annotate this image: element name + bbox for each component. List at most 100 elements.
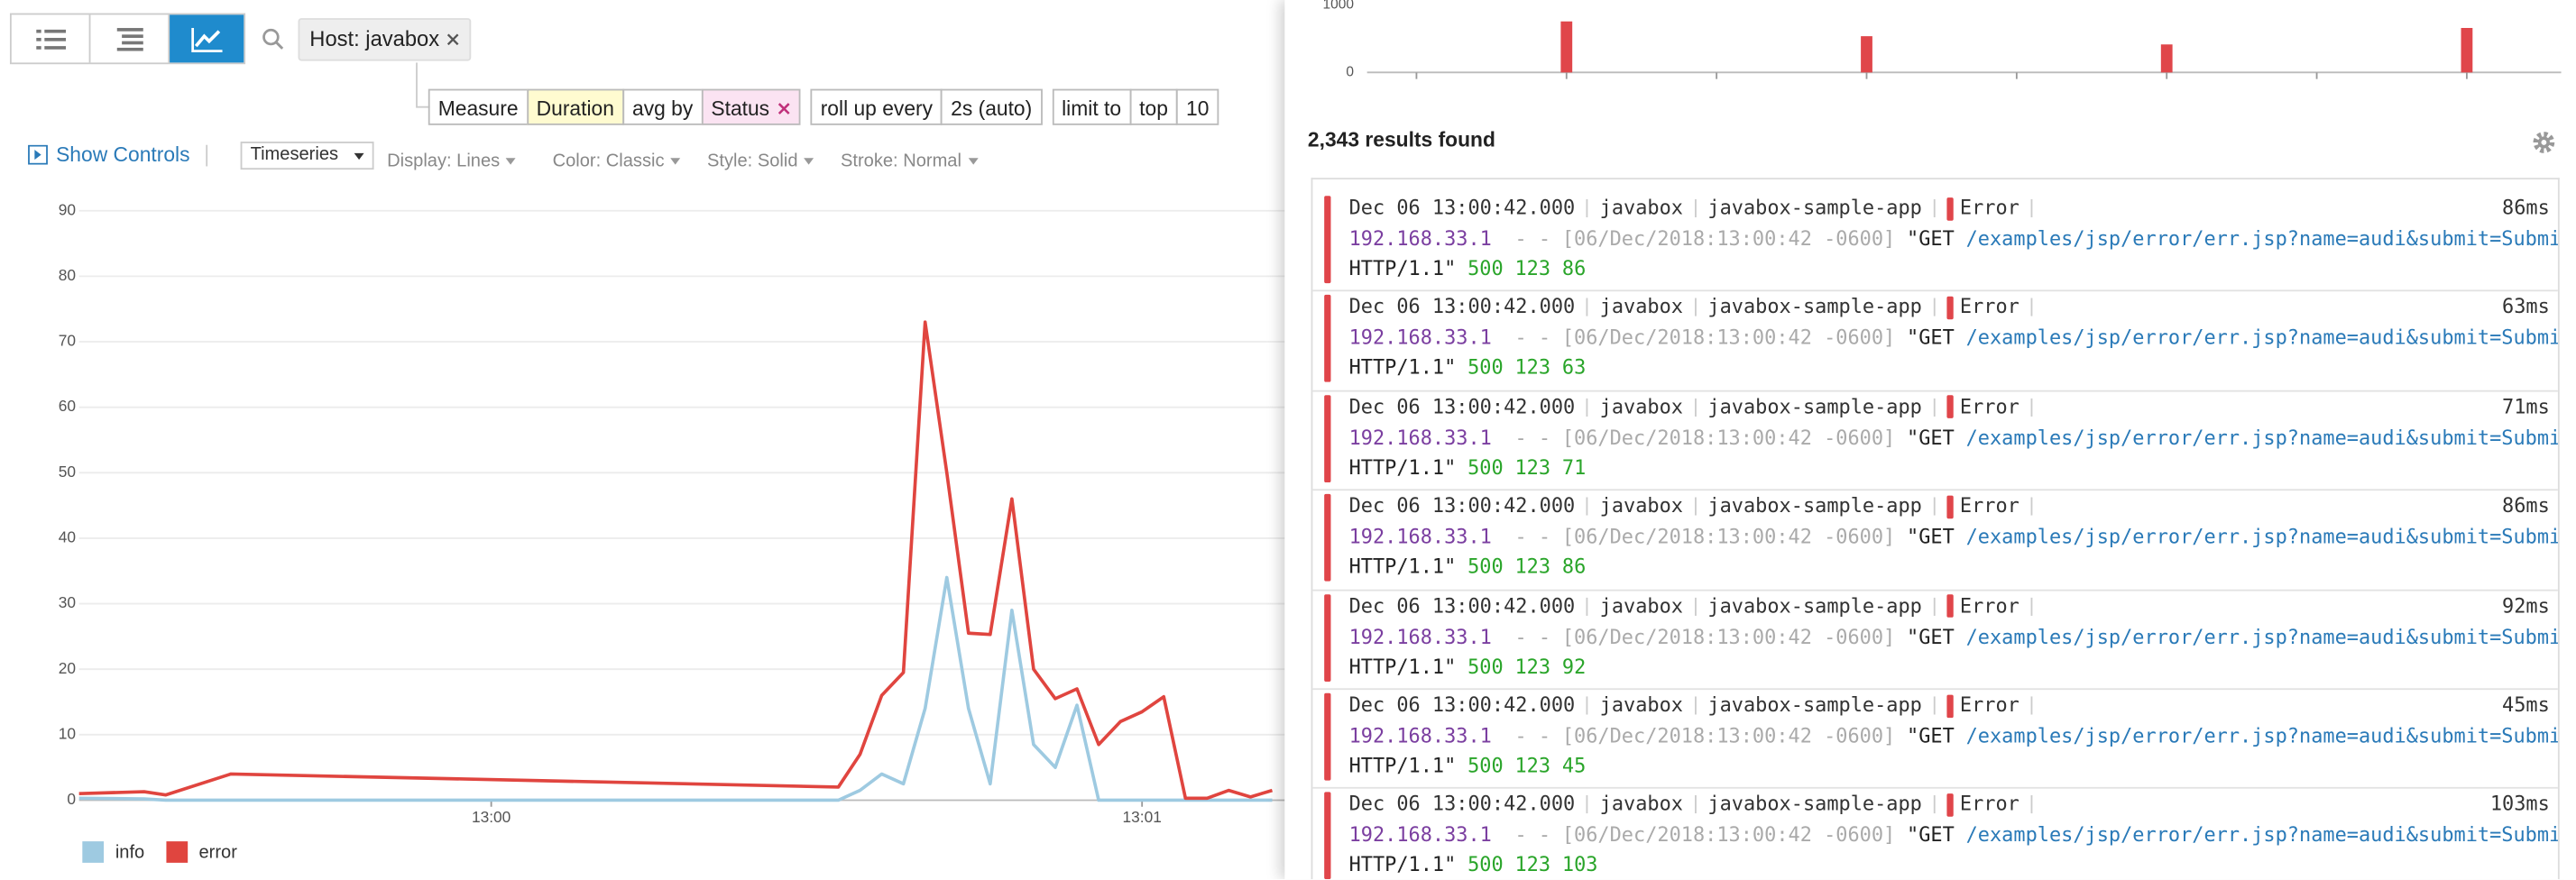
log-row[interactable]: Dec 06 13:00:42.000 javabox javabox-sample… [1312,292,2560,392]
log-path[interactable]: /examples/jsp/error/err.jsp?name=audi&su… [1965,625,2560,648]
pattern-icon [115,27,143,50]
log-duration: 86ms [2501,494,2550,518]
log-line: 192.168.33.1 - - [06/Dec/2018:13:00:42 -06… [1348,724,2560,748]
log-protocol: HTTP/1.1" [1348,655,1457,678]
search-icon [262,28,284,50]
separator [1694,198,1697,218]
query-limit-label[interactable]: limit to [1052,88,1132,125]
show-controls[interactable]: Show Controls [28,142,190,167]
log-method: "GET [1907,227,1955,251]
control-stroke[interactable]: Stroke: Normal [841,151,979,171]
log-time: 103 [1561,853,1598,877]
log-path[interactable]: /examples/jsp/error/err.jsp?name=audi&su… [1965,227,2560,251]
search-tag[interactable]: Host: javabox [298,18,471,61]
log-row[interactable]: Dec 06 13:00:42.000 javabox javabox-sample… [1312,491,2558,591]
log-time: 86 [1561,555,1587,579]
log-host: javabox [1599,692,1684,717]
log-line: Dec 06 13:00:42.000 javabox javabox-sample… [1349,692,2045,718]
analytics-view-button[interactable] [170,14,244,63]
separator [1694,497,1697,516]
log-ip: 192.168.33.1 [1348,625,1492,648]
log-date: Dec 06 13:00:42.000 [1348,494,1576,518]
caret [354,152,364,160]
status-marker [1946,296,1954,320]
control-display[interactable]: Display: Lines [387,151,517,171]
log-path[interactable]: /examples/jsp/error/err.jsp?name=audi&su… [1965,326,2560,350]
log-ident: - - [1514,625,1551,648]
query-limit-dir[interactable]: top [1129,88,1178,125]
query-rollup[interactable]: 2s (auto) [941,88,1043,125]
log-row[interactable]: Dec 06 13:00:42.000 javabox javabox-sample… [1312,391,2560,491]
separator [1587,298,1588,317]
log-line: Dec 06 13:00:42.000 javabox javabox-sample… [1349,295,2045,320]
log-path[interactable]: /examples/jsp/error/err.jsp?name=audi&su… [1965,823,2560,848]
log-date: Dec 06 13:00:42.000 [1348,196,1576,219]
log-protocol: HTTP/1.1" [1348,356,1457,380]
log-size: 123 [1514,754,1551,777]
divider [206,144,208,167]
log-line: HTTP/1.1" 500 123 71 [1349,455,1587,479]
query-group[interactable]: Status [701,88,801,125]
status-marker [1946,395,1954,419]
control-text: Color: Classic [552,151,665,171]
log-row[interactable]: Dec 06 13:00:42.000 javabox javabox-sample… [1312,690,2560,790]
log-ident: - - [1514,227,1551,251]
log-ident: - - [1514,525,1551,549]
log-line: 192.168.33.1 - - [06/Dec/2018:13:00:42 -06… [1348,625,2560,648]
log-service: javabox-sample-app [1707,494,1922,518]
separator [1587,398,1588,417]
log-duration: 86ms [2501,196,2550,219]
query-measure[interactable]: Duration [526,88,624,125]
log-path[interactable]: /examples/jsp/error/err.jsp?name=audi&su… [1965,426,2560,450]
separator [1694,398,1697,417]
y-tick-label: 60 [59,397,76,415]
query-limit[interactable]: 10 [1176,88,1219,125]
log-date: Dec 06 13:00:42.000 [1348,394,1576,418]
separator [2030,497,2033,516]
log-row[interactable]: Dec 06 13:00:42.000 javabox javabox-sample… [1312,193,2558,292]
log-date: Dec 06 13:00:42.000 [1348,593,1576,618]
log-ip: 192.168.33.1 [1348,724,1492,748]
log-timestamp: [06/Dec/2018:13:00:42 -0600] [1561,326,1896,350]
query-rollup-label[interactable]: roll up every [810,88,943,125]
remove-icon[interactable] [777,102,791,115]
show-controls-text: Show Controls [56,142,190,167]
viz-select-text: Timeseries [250,144,339,165]
series-line [78,320,1274,801]
control-style[interactable]: Style: Solid [707,151,814,171]
log-row[interactable]: Dec 06 13:00:42.000 javabox javabox-sample… [1312,591,2560,691]
log-row[interactable]: Dec 06 13:00:42.000 javabox javabox-sample… [1312,789,2560,880]
query-measure-label[interactable]: Measure [428,88,529,125]
log-duration: 63ms [2501,295,2550,319]
status-bar [1324,196,1331,284]
log-path[interactable]: /examples/jsp/error/err.jsp?name=audi&su… [1965,724,2560,748]
log-time: 92 [1561,655,1587,678]
legend: info error [82,841,258,863]
viz-select[interactable]: Timeseries [240,142,374,170]
log-line: HTTP/1.1" 500 123 63 [1349,356,1587,380]
query-text: Status [711,96,770,121]
log-line: Dec 06 13:00:42.000 javabox javabox-sample… [1348,593,2045,618]
log-timestamp: [06/Dec/2018:13:00:42 -0600] [1561,724,1896,748]
list-view-button[interactable] [12,14,91,63]
legend-item[interactable]: error [165,841,237,863]
x-tick-label: 13:01 [1122,808,1161,826]
y-tick-label: 50 [59,463,76,481]
settings-icon[interactable] [2532,130,2556,154]
status-marker [1946,594,1954,618]
timeseries-chart: 0 10 20 30 40 50 60 70 80 90 13:00 13:01 [59,200,1285,826]
log-host: javabox [1599,593,1684,618]
log-protocol: HTTP/1.1" [1348,455,1457,480]
remove-icon[interactable] [446,33,459,47]
pattern-view-button[interactable] [90,14,170,63]
chart-icon [190,27,222,52]
query-agg-label[interactable]: avg by [622,88,704,125]
search-tag-text: Host: javabox [309,26,440,51]
control-color[interactable]: Color: Classic [553,151,681,171]
legend-item[interactable]: info [82,841,144,863]
status-marker [1946,793,1954,817]
log-service: javabox-sample-app [1707,295,1922,319]
log-status: Error [1959,295,2019,319]
log-path[interactable]: /examples/jsp/error/err.jsp?name=audi&su… [1965,525,2560,549]
caret [968,158,979,165]
